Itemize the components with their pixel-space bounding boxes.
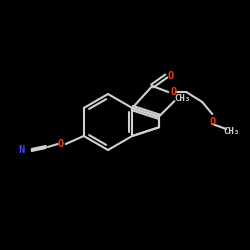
Text: CH₃: CH₃ bbox=[223, 128, 239, 136]
Text: N: N bbox=[19, 145, 25, 155]
Text: CH₃: CH₃ bbox=[174, 94, 190, 102]
Text: O: O bbox=[209, 117, 215, 127]
Text: O: O bbox=[167, 71, 173, 81]
Text: O: O bbox=[58, 139, 64, 149]
Text: O: O bbox=[170, 87, 176, 97]
